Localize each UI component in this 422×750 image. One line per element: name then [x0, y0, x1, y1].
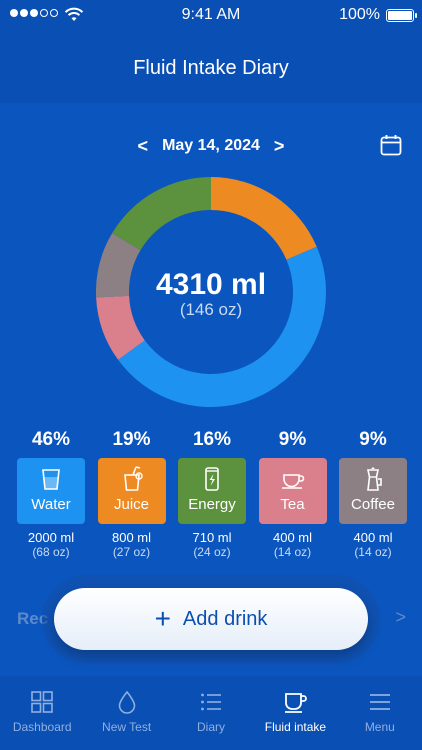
category-ml: 400 ml	[353, 530, 393, 545]
tab-label: Dashboard	[12, 720, 72, 734]
category-percent: 9%	[359, 429, 387, 450]
tab-diary[interactable]: Diary	[169, 676, 253, 750]
donut-slice-coffee	[96, 233, 141, 298]
energy-can-icon	[205, 467, 219, 491]
donut-slice-tea	[96, 295, 145, 360]
teacup-icon	[281, 474, 304, 489]
water-tile[interactable]: Water	[17, 458, 85, 524]
battery-percent: 100%	[339, 6, 380, 23]
grid-icon	[31, 691, 54, 713]
category-percent: 16%	[192, 429, 232, 450]
category-ml: 2000 ml	[27, 530, 75, 545]
plus-icon: +	[154, 603, 171, 634]
category-percent: 9%	[278, 429, 307, 450]
tab-bar: Dashboard New Test Diary Fluid intake Me…	[0, 676, 422, 750]
category-oz: (27 oz)	[112, 545, 151, 559]
tab-dashboard[interactable]: Dashboard	[0, 676, 84, 750]
menu-icon	[369, 694, 390, 710]
wifi-icon	[64, 7, 84, 21]
category-oz: (14 oz)	[354, 545, 392, 559]
category-label: Juice	[113, 496, 150, 513]
category-water: 46% Water 2000 ml (68 oz)	[17, 430, 85, 559]
tab-fluid-intake[interactable]: Fluid intake	[253, 676, 337, 750]
coffee-pot-icon	[367, 467, 382, 491]
add-drink-button[interactable]: + Add drink	[54, 588, 368, 650]
category-juice: 19% Juice 800 ml (27 oz)	[97, 429, 166, 559]
donut-slice-energy	[112, 177, 211, 251]
signal-icon	[10, 9, 58, 17]
recent-section-label: Rec	[17, 609, 49, 628]
category-oz: (14 oz)	[273, 545, 312, 559]
coffee-tile[interactable]: Coffee	[339, 458, 407, 524]
tea-tile[interactable]: Tea	[258, 458, 327, 524]
category-oz: (68 oz)	[32, 545, 70, 559]
date-label[interactable]: May 14, 2024	[162, 137, 260, 154]
category-coffee: 9% Coffee 400 ml (14 oz)	[339, 430, 407, 559]
cup-icon	[285, 693, 308, 713]
category-percent: 46%	[31, 429, 71, 450]
tab-new-test[interactable]: New Test	[84, 676, 168, 750]
glass-icon	[42, 469, 60, 490]
total-volume-oz: (146 oz)	[179, 300, 243, 319]
drop-icon	[118, 690, 135, 714]
category-label: Coffee	[351, 496, 395, 513]
category-ml: 400 ml	[272, 530, 313, 545]
tab-label: Fluid intake	[264, 720, 327, 734]
category-label: Water	[31, 496, 71, 513]
category-ml: 800 ml	[111, 530, 152, 545]
juice-tile[interactable]: Juice	[97, 458, 166, 524]
date-selector: < May 14, 2024 >	[0, 136, 422, 156]
status-bar: 9:41 AM 100%	[0, 6, 422, 26]
tab-label: Menu	[364, 720, 395, 734]
recent-chevron-icon[interactable]: >	[395, 607, 406, 627]
tab-menu[interactable]: Menu	[338, 676, 422, 750]
category-percent: 19%	[112, 429, 151, 450]
category-label: Tea	[280, 496, 305, 513]
category-ml: 710 ml	[192, 530, 232, 545]
list-icon	[201, 693, 222, 711]
total-volume: 4310 ml	[155, 268, 267, 301]
prev-date-button[interactable]: <	[137, 135, 149, 156]
add-drink-label: Add drink	[182, 607, 268, 630]
donut-slice-juice	[211, 177, 317, 260]
next-date-button[interactable]: >	[273, 135, 285, 156]
top-bar	[0, 0, 422, 103]
category-energy: 16% Energy 710 ml (24 oz)	[178, 430, 246, 559]
category-oz: (24 oz)	[193, 545, 231, 559]
category-label: Energy	[188, 496, 236, 513]
page-title: Fluid Intake Diary	[133, 57, 289, 79]
status-time: 9:41 AM	[181, 6, 241, 23]
donut-slice-water	[118, 246, 326, 407]
juice-icon	[123, 466, 143, 491]
tab-label: New Test	[102, 720, 152, 734]
intake-donut-chart	[96, 177, 326, 407]
category-list: 46% Water 2000 ml (68 oz) 19% Juice 800 …	[17, 430, 407, 559]
energy-tile[interactable]: Energy	[178, 458, 246, 524]
tab-label: Diary	[197, 720, 226, 734]
battery-icon	[386, 9, 417, 22]
calendar-icon[interactable]	[380, 134, 402, 156]
category-tea: 9% Tea 400 ml (14 oz)	[258, 429, 327, 559]
